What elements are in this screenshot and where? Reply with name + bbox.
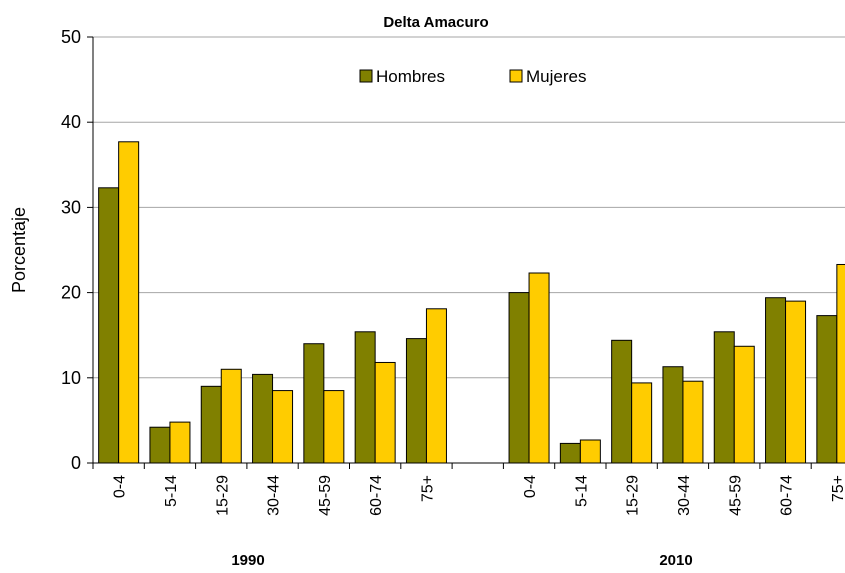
x-tick-label: 45-59	[317, 475, 334, 516]
bar-hombres	[559, 442, 581, 464]
y-tick-label: 50	[61, 27, 81, 47]
bar-hombres	[816, 315, 838, 464]
x-tick-label: 0-4	[112, 475, 129, 498]
bar-mujeres	[733, 345, 755, 464]
bar-mujeres	[220, 368, 242, 464]
x-tick-label: 30-44	[676, 475, 693, 516]
legend-label: Mujeres	[526, 67, 586, 86]
chart-title: Delta Amacuro	[383, 14, 488, 31]
bar-mujeres	[836, 263, 845, 464]
bar-hombres	[200, 385, 222, 464]
y-tick-label: 10	[61, 368, 81, 388]
x-tick-label: 5-14	[573, 475, 590, 507]
y-tick-label: 0	[71, 453, 81, 473]
bar-mujeres	[118, 141, 140, 464]
bar-mujeres	[272, 390, 294, 464]
x-tick-label: 15-29	[625, 475, 642, 516]
bar-hombres	[611, 339, 633, 464]
bar-hombres	[252, 373, 274, 464]
legend-swatch	[359, 69, 373, 83]
x-tick-label: 0-4	[522, 475, 539, 498]
bar-hombres	[354, 331, 376, 464]
legend-swatch	[509, 69, 523, 83]
y-tick-label: 30	[61, 197, 81, 217]
group-label: 1990	[231, 552, 264, 568]
x-tick-label: 5-14	[163, 475, 180, 507]
y-tick-label: 20	[61, 283, 81, 303]
x-tick-label: 75+	[830, 475, 845, 502]
x-tick-label: 60-74	[368, 475, 385, 516]
bar-hombres	[303, 343, 325, 464]
bar-mujeres	[682, 380, 704, 464]
bar-mujeres	[169, 421, 191, 464]
bar-hombres	[765, 297, 787, 464]
bar-mujeres	[631, 382, 653, 464]
x-tick-label: 15-29	[214, 475, 231, 516]
bar-hombres	[98, 187, 120, 464]
bar-mujeres	[579, 439, 601, 464]
group-label: 2010	[659, 552, 692, 568]
y-tick-label: 40	[61, 112, 81, 132]
x-tick-label: 75+	[419, 475, 436, 502]
x-tick-label: 60-74	[779, 475, 796, 516]
bar-hombres	[405, 338, 427, 464]
bar-mujeres	[528, 272, 550, 464]
x-tick-label: 30-44	[266, 475, 283, 516]
bar-mujeres	[323, 390, 345, 464]
bar-hombres	[662, 366, 684, 464]
y-axis-label: Porcentaje	[9, 207, 29, 293]
bar-hombres	[149, 426, 171, 464]
bar-mujeres	[374, 361, 396, 464]
legend-label: Hombres	[376, 67, 445, 86]
x-tick-label: 45-59	[727, 475, 744, 516]
bar-hombres	[713, 331, 735, 464]
bar-mujeres	[785, 300, 807, 464]
bar-hombres	[508, 292, 530, 464]
bar-mujeres	[425, 308, 447, 464]
